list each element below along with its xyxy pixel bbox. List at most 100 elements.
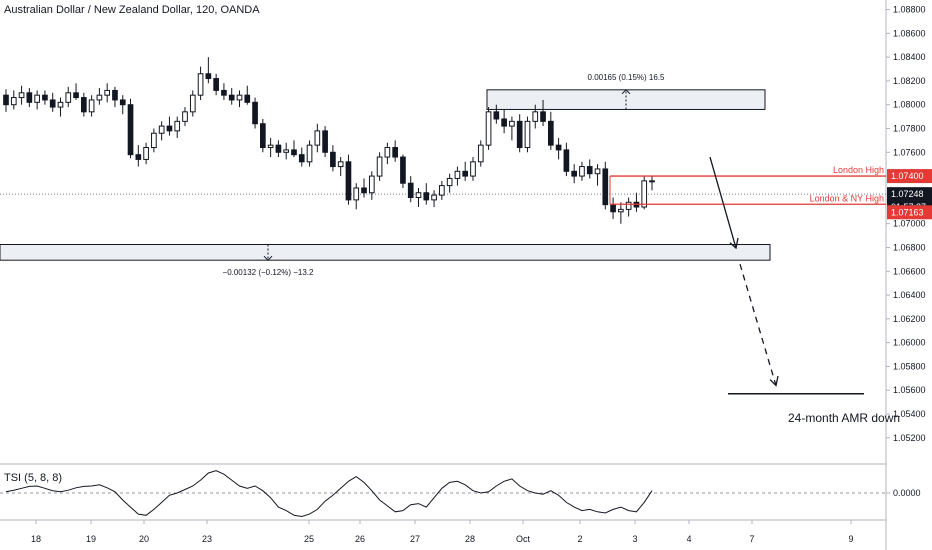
candle-body: [298, 154, 305, 163]
candle-body: [579, 166, 585, 177]
candle-body: [119, 99, 126, 106]
price-tick-label: 1.08400: [893, 52, 926, 62]
projection-arrow-head: [769, 375, 779, 387]
price-tick-label: 1.06000: [893, 338, 926, 348]
candle-body: [236, 94, 243, 101]
candle-body: [10, 97, 17, 106]
candle-body: [197, 73, 204, 96]
candle-body: [182, 111, 188, 122]
candle-body: [353, 187, 360, 201]
candle-body: [267, 144, 274, 149]
candle-body: [345, 161, 352, 201]
candle-body: [244, 94, 251, 103]
price-tag-text: 1.07248: [891, 189, 924, 199]
price-tick-label: 1.08000: [893, 100, 926, 110]
candle-body: [524, 120, 531, 149]
date-tick-label: 3: [632, 534, 637, 544]
date-tick-label: 18: [31, 534, 41, 544]
candle-body: [330, 151, 336, 168]
candle-body: [80, 97, 87, 113]
candle-body: [252, 101, 258, 125]
candle-body: [415, 192, 422, 198]
candle-body: [275, 144, 282, 153]
measure-arrow-head: [621, 89, 631, 95]
measure-band: [0, 243, 771, 261]
candle-body: [516, 120, 523, 149]
candle-body: [625, 201, 632, 210]
tsi-line: [5, 470, 653, 518]
candle-body: [112, 89, 118, 101]
date-tick-label: 23: [202, 534, 212, 544]
candle-body: [34, 94, 40, 103]
date-tick-label: 26: [355, 534, 365, 544]
price-tag-text: 1.07163: [891, 207, 924, 217]
candle-body: [376, 156, 383, 177]
candle-body: [493, 111, 500, 120]
candle-body: [454, 170, 461, 179]
candle-body: [368, 175, 375, 194]
price-tag-london-ny-high: [887, 205, 932, 220]
date-tick-label: 25: [304, 534, 314, 544]
candle-body: [618, 208, 624, 213]
projection-arrow-solid: [709, 156, 737, 249]
candle-body: [306, 144, 313, 163]
candle-body: [337, 161, 344, 168]
price-tick-label: 1.07000: [893, 219, 926, 229]
tsi-zero-label: 0.0000: [893, 488, 921, 498]
candle-body: [158, 125, 165, 134]
candle-body: [547, 120, 554, 146]
date-tick-label: 19: [86, 534, 96, 544]
date-tick-label: 27: [410, 534, 420, 544]
candle-body: [392, 147, 398, 158]
price-tick-label: 1.07600: [893, 147, 926, 157]
candle-body: [166, 125, 173, 132]
candle-body: [423, 192, 430, 201]
candle-body: [431, 194, 437, 201]
candle-body: [189, 94, 196, 113]
price-tag-london-high: [887, 169, 932, 184]
candle-body: [96, 94, 103, 101]
candle-body: [477, 144, 484, 163]
candle-body: [18, 92, 25, 99]
price-tick-label: 1.08200: [893, 76, 926, 86]
candle-body: [205, 73, 212, 80]
candle-body: [586, 166, 593, 175]
price-tick-label: 1.06800: [893, 242, 926, 252]
date-tick-label: 28: [465, 534, 475, 544]
candle-body: [540, 111, 546, 122]
candle-body: [283, 149, 290, 153]
candle-body: [228, 94, 235, 101]
candle-body: [322, 130, 328, 153]
candle-body: [532, 111, 539, 122]
price-tag-text: 1.07400: [891, 171, 924, 181]
candle-body: [407, 182, 414, 198]
price-tick-label: 1.05600: [893, 385, 926, 395]
candle-body: [213, 78, 219, 91]
level-label: London High: [833, 165, 884, 175]
candle-body: [65, 92, 72, 103]
price-tick-label: 1.08800: [893, 5, 926, 15]
candle-body: [439, 185, 445, 196]
measure-arrow-head: [263, 255, 273, 261]
date-tick-label: 7: [749, 534, 754, 544]
candle-body: [104, 89, 111, 96]
candle-body: [610, 204, 616, 213]
target-note: 24-month AMR down: [788, 411, 900, 425]
indicator-title: TSI (5, 8, 8): [4, 472, 63, 484]
candle-body: [88, 99, 95, 113]
candle-body: [221, 89, 227, 96]
candle-body: [57, 101, 64, 108]
date-tick-label: 9: [848, 534, 853, 544]
candle-body: [446, 177, 453, 187]
price-tick-label: 1.07800: [893, 123, 926, 133]
candle-body: [462, 170, 469, 177]
candle-body: [470, 161, 476, 177]
projection-arrow-head: [729, 237, 739, 250]
date-tick-label: Oct: [516, 534, 531, 544]
candle-body: [135, 154, 142, 160]
price-tick-label: 1.05200: [893, 433, 926, 443]
measure-label: −0.00132 (−0.12%) −13.2: [223, 268, 315, 277]
projection-arrow-dashed: [739, 263, 777, 386]
candle-body: [501, 118, 507, 127]
